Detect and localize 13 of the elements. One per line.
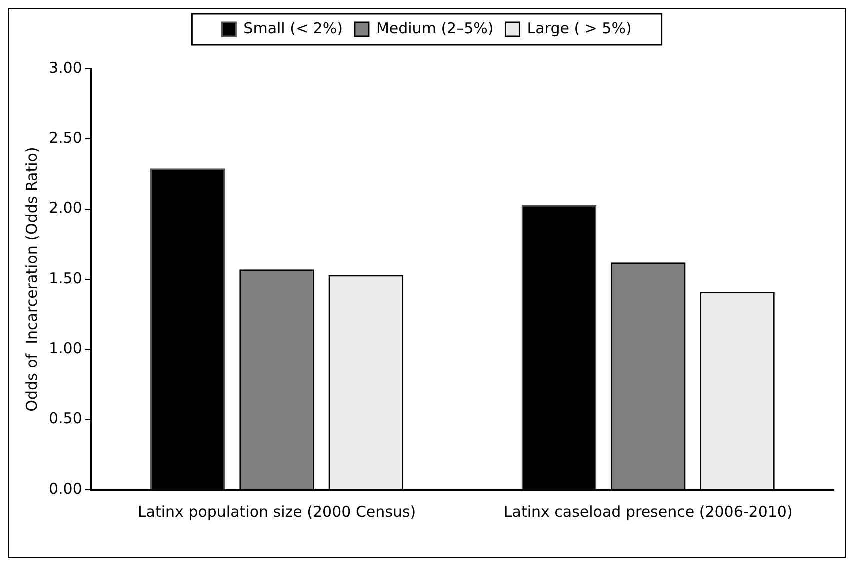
y-tick-label: 1.50: [48, 269, 82, 288]
y-tick-label: 3.00: [48, 58, 82, 77]
legend-label: Large ( > 5%): [527, 19, 632, 38]
y-tick-label: 1.00: [48, 340, 82, 358]
x-tick-label: Latinx population size (2000 Census): [138, 502, 416, 521]
x-tick-label: Latinx caseload presence (2006-2010): [504, 502, 793, 521]
y-tick-label: 0.00: [48, 480, 82, 498]
y-tick-label: 2.00: [48, 199, 82, 218]
legend-label: Small (< 2%): [244, 19, 343, 38]
y-tick-label: 2.50: [48, 129, 82, 148]
y-axis-title: Odds of Incarceration (Odds Ratio): [22, 147, 41, 412]
legend-label: Medium (2–5%): [376, 19, 494, 38]
y-tick-label: 0.50: [48, 410, 82, 428]
